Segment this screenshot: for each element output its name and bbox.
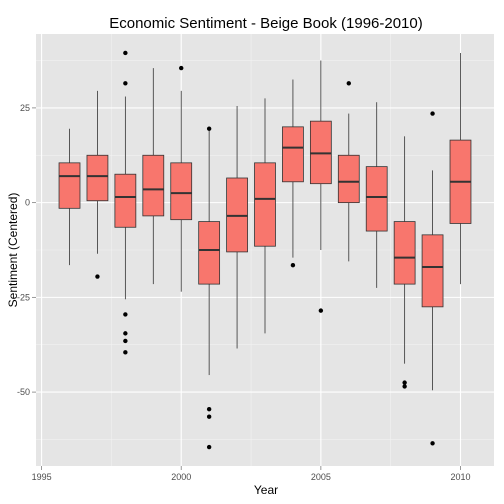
box-1998 [114,50,137,355]
box-iqr [393,221,416,285]
x-axis-title: Year [254,483,278,497]
y-tick-label: -50 [17,387,30,397]
box-series [58,50,472,450]
outlier-point [206,444,212,450]
box-iqr [365,166,388,232]
box-iqr [114,173,137,228]
box-2004 [282,79,304,268]
outlier-point [123,81,128,86]
outlier-point [123,338,128,344]
outlier-point [206,414,212,419]
box-2009 [421,111,444,446]
box-iqr [421,234,444,308]
outlier-point [123,331,128,336]
outlier-point [290,262,296,268]
outlier-point [402,384,407,389]
outlier-point [430,441,435,446]
x-tick-label: 2000 [171,472,191,482]
y-axis-title: Sentiment (Centered) [6,193,20,308]
x-axis-ticks: 1995 2000 2005 2010 [32,466,471,482]
outlier-point [430,111,435,116]
box-2002 [226,106,248,349]
box-2003 [254,98,276,334]
outlier-point [206,406,212,412]
box-iqr [198,221,221,285]
box-2006 [337,81,360,262]
outlier-point [318,308,324,313]
y-tick-label: 0 [25,198,30,208]
y-axis-ticks: -50 -25 0 25 [17,103,36,397]
outlier-point [123,350,128,355]
outlier-point [123,50,128,56]
outlier-point [206,126,212,131]
outlier-point [95,274,100,279]
box-2008 [393,136,416,389]
x-tick-label: 2005 [311,472,331,482]
box-iqr [254,162,276,247]
outlier-point [402,380,407,385]
box-iqr [282,126,304,183]
box-iqr [86,154,109,202]
chart-title: Economic Sentiment - Beige Book (1996-20… [109,15,423,32]
box-2010 [449,52,472,285]
box-1997 [86,90,109,279]
box-iqr [58,162,81,209]
box-2007 [365,102,388,288]
outlier-point [179,65,184,71]
box-iqr [170,162,193,221]
box-1999 [142,68,165,285]
box-1996 [58,128,81,266]
box-2005 [309,60,332,313]
outlier-point [346,81,351,86]
y-tick-label: -25 [17,292,30,302]
x-tick-label: 2010 [450,472,470,482]
box-iqr [142,154,165,217]
box-iqr [337,154,360,204]
box-2000 [170,65,193,292]
box-2001 [198,126,221,450]
x-tick-label: 1995 [32,472,52,482]
outlier-point [123,312,128,317]
y-tick-label: 25 [20,103,30,113]
